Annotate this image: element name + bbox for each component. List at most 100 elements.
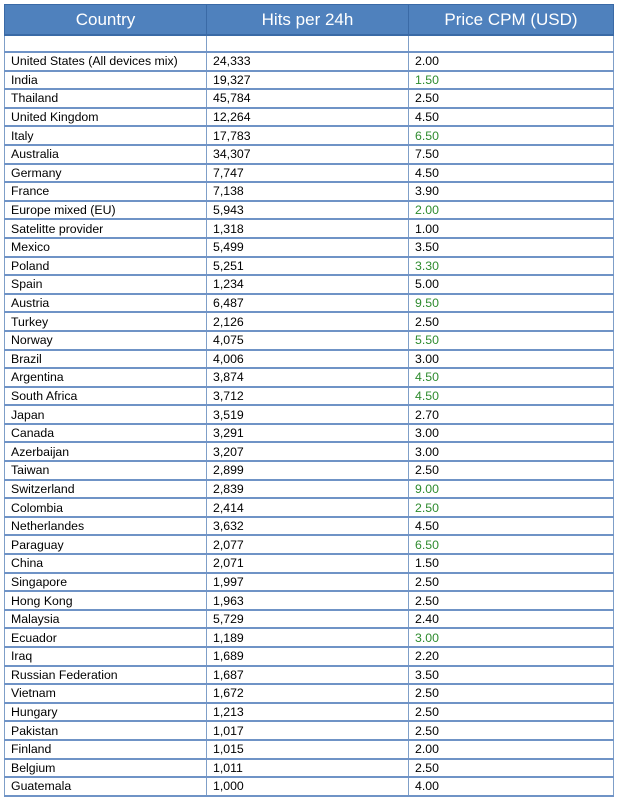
table-row: United Kingdom 12,264 4.50 — [4, 107, 614, 128]
price-cell: 3.50 — [408, 665, 614, 686]
hits-cell: 7,138 — [206, 182, 409, 202]
hits-cell: 1,000 — [206, 777, 409, 797]
table-row: Canada 3,291 3.00 — [4, 423, 614, 444]
cpm-price-table: Country Hits per 24h Price CPM (USD) Uni… — [4, 4, 614, 797]
hits-cell: 1,997 — [206, 572, 409, 593]
hits-cell: 4,006 — [206, 349, 409, 370]
price-cell: 1.50 — [408, 554, 614, 574]
hits-cell: 19,327 — [206, 70, 409, 91]
country-cell: Mexico — [4, 237, 207, 258]
country-cell: Europe mixed (EU) — [4, 200, 207, 221]
price-cell: 3.00 — [408, 442, 614, 463]
hits-cell: 3,632 — [206, 516, 409, 537]
table-row: Netherlandes 3,632 4.50 — [4, 516, 614, 537]
price-cell: 4.00 — [408, 777, 614, 797]
hits-cell: 45,784 — [206, 89, 409, 109]
country-cell: Italy — [4, 126, 207, 146]
country-cell: Belgium — [4, 758, 207, 779]
table-row: Taiwan 2,899 2.50 — [4, 461, 614, 481]
country-cell: United States (All devices mix) — [4, 52, 207, 72]
country-cell: Canada — [4, 423, 207, 444]
table-row: Australia 34,307 7.50 — [4, 144, 614, 165]
price-cell: 4.50 — [408, 107, 614, 128]
price-cell: 4.50 — [408, 516, 614, 537]
hits-cell: 1,689 — [206, 647, 409, 667]
price-cell: 2.70 — [408, 405, 614, 425]
price-cell: 4.50 — [408, 163, 614, 184]
country-cell: Hungary — [4, 702, 207, 723]
table-row: Spain 1,234 5.00 — [4, 275, 614, 295]
price-cell: 2.00 — [408, 739, 614, 760]
price-cell: 2.50 — [408, 572, 614, 593]
column-header-price: Price CPM (USD) — [408, 4, 614, 36]
table-row: Argentina 3,874 4.50 — [4, 368, 614, 388]
price-cell: 6.50 — [408, 126, 614, 146]
country-cell: Guatemala — [4, 777, 207, 797]
price-cell: 2.50 — [408, 461, 614, 481]
table-row: India 19,327 1.50 — [4, 70, 614, 91]
hits-cell: 5,499 — [206, 237, 409, 258]
country-cell: Malaysia — [4, 609, 207, 630]
price-cell: 3.50 — [408, 237, 614, 258]
hits-cell: 6,487 — [206, 293, 409, 314]
table-row: Japan 3,519 2.70 — [4, 405, 614, 425]
price-cell: 3.00 — [408, 423, 614, 444]
table-row: Turkey 2,126 2.50 — [4, 312, 614, 332]
hits-cell: 1,318 — [206, 219, 409, 239]
table-header-row: Country Hits per 24h Price CPM (USD) — [4, 4, 614, 36]
country-cell: Norway — [4, 330, 207, 351]
table-body: United States (All devices mix) 24,333 2.0… — [4, 35, 614, 797]
country-cell: Taiwan — [4, 461, 207, 481]
table-row: Poland 5,251 3.30 — [4, 256, 614, 277]
hits-cell: 2,899 — [206, 461, 409, 481]
price-cell: 3.30 — [408, 256, 614, 277]
table-row: France 7,138 3.90 — [4, 182, 614, 202]
hits-cell: 3,291 — [206, 423, 409, 444]
table-row: Norway 4,075 5.50 — [4, 330, 614, 351]
price-cell: 2.50 — [408, 498, 614, 518]
column-header-hits: Hits per 24h — [206, 4, 409, 36]
table-row: Mexico 5,499 3.50 — [4, 237, 614, 258]
country-cell: Spain — [4, 275, 207, 295]
hits-cell: 5,729 — [206, 609, 409, 630]
hits-cell: 1,017 — [206, 721, 409, 741]
table-row: Singapore 1,997 2.50 — [4, 572, 614, 593]
country-cell: Colombia — [4, 498, 207, 518]
hits-cell: 1,234 — [206, 275, 409, 295]
country-cell: Satelitte provider — [4, 219, 207, 239]
empty-row — [4, 35, 614, 53]
price-cell: 3.00 — [408, 628, 614, 648]
table-row: Colombia 2,414 2.50 — [4, 498, 614, 518]
country-cell: South Africa — [4, 386, 207, 407]
hits-cell: 24,333 — [206, 52, 409, 72]
hits-cell: 1,213 — [206, 702, 409, 723]
hits-cell: 3,207 — [206, 442, 409, 463]
hits-cell: 7,747 — [206, 163, 409, 184]
price-cell: 7.50 — [408, 144, 614, 165]
country-cell: Russian Federation — [4, 665, 207, 686]
country-cell: Argentina — [4, 368, 207, 388]
table-row: Azerbaijan 3,207 3.00 — [4, 442, 614, 463]
table-row: Paraguay 2,077 6.50 — [4, 535, 614, 556]
table-row: China 2,071 1.50 — [4, 554, 614, 574]
table-row: Italy 17,783 6.50 — [4, 126, 614, 146]
table-row: Germany 7,747 4.50 — [4, 163, 614, 184]
table-row: Switzerland 2,839 9.00 — [4, 479, 614, 500]
table-row: Guatemala 1,000 4.00 — [4, 777, 614, 797]
table-row: Ecuador 1,189 3.00 — [4, 628, 614, 648]
table-row: Brazil 4,006 3.00 — [4, 349, 614, 370]
price-cell: 9.50 — [408, 293, 614, 314]
table-row: Hungary 1,213 2.50 — [4, 702, 614, 723]
country-cell: Paraguay — [4, 535, 207, 556]
column-header-country: Country — [4, 4, 207, 36]
table-row: Hong Kong 1,963 2.50 — [4, 591, 614, 611]
country-cell: Germany — [4, 163, 207, 184]
country-cell: United Kingdom — [4, 107, 207, 128]
price-cell: 2.50 — [408, 312, 614, 332]
table-row: Malaysia 5,729 2.40 — [4, 609, 614, 630]
hits-cell: 3,874 — [206, 368, 409, 388]
hits-cell: 3,519 — [206, 405, 409, 425]
hits-cell: 2,414 — [206, 498, 409, 518]
country-cell: Ecuador — [4, 628, 207, 648]
hits-cell: 3,712 — [206, 386, 409, 407]
